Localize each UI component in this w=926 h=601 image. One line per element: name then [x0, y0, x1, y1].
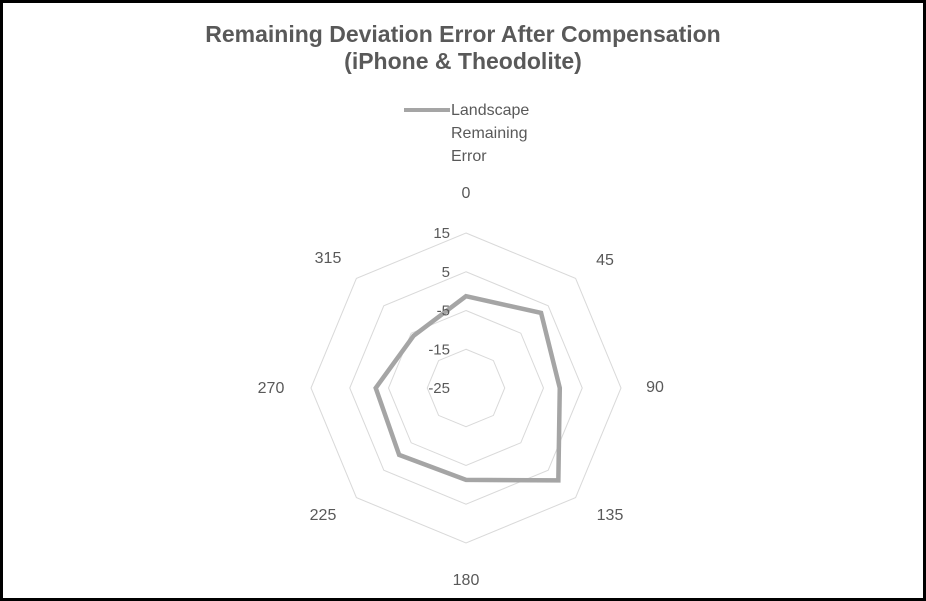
legend-label: Landscape Remaining Error: [451, 102, 530, 165]
category-label: 225: [310, 507, 337, 524]
category-label: 270: [258, 380, 285, 397]
category-label: 45: [596, 252, 614, 269]
radial-axis-labels: 15 5 -5 -15 -25: [428, 225, 450, 397]
legend: Landscape Remaining Error: [404, 99, 543, 168]
category-label: 135: [597, 507, 624, 524]
tick-label: -25: [428, 380, 450, 397]
category-labels: 0 45 90 135 180 225 270 315: [258, 185, 664, 589]
tick-label: 15: [433, 225, 450, 242]
grid-ring: [349, 271, 583, 505]
tick-label: 5: [442, 264, 450, 281]
category-label: 180: [453, 572, 480, 589]
radar-chart: 15 5 -5 -15 -25 0 45 90 135 180 225 270 315: [258, 185, 664, 589]
tick-label: -15: [428, 341, 450, 358]
category-label: 0: [462, 185, 471, 202]
legend-line-swatch: [404, 108, 450, 112]
grid-ring: [426, 348, 506, 428]
chart-title: Remaining Deviation Error After Compensa…: [3, 21, 923, 75]
radar-series: [373, 293, 563, 483]
radar-series-group: [373, 293, 563, 483]
category-label: 315: [315, 250, 342, 267]
grid-ring: [387, 309, 545, 467]
chart-title-line1: Remaining Deviation Error After Compensa…: [205, 21, 721, 47]
grid-ring: [310, 232, 622, 544]
radar-gridlines: [310, 232, 622, 544]
chart-title-line2: (iPhone & Theodolite): [344, 48, 582, 74]
category-label: 90: [646, 379, 664, 396]
tick-label: -5: [437, 303, 450, 320]
